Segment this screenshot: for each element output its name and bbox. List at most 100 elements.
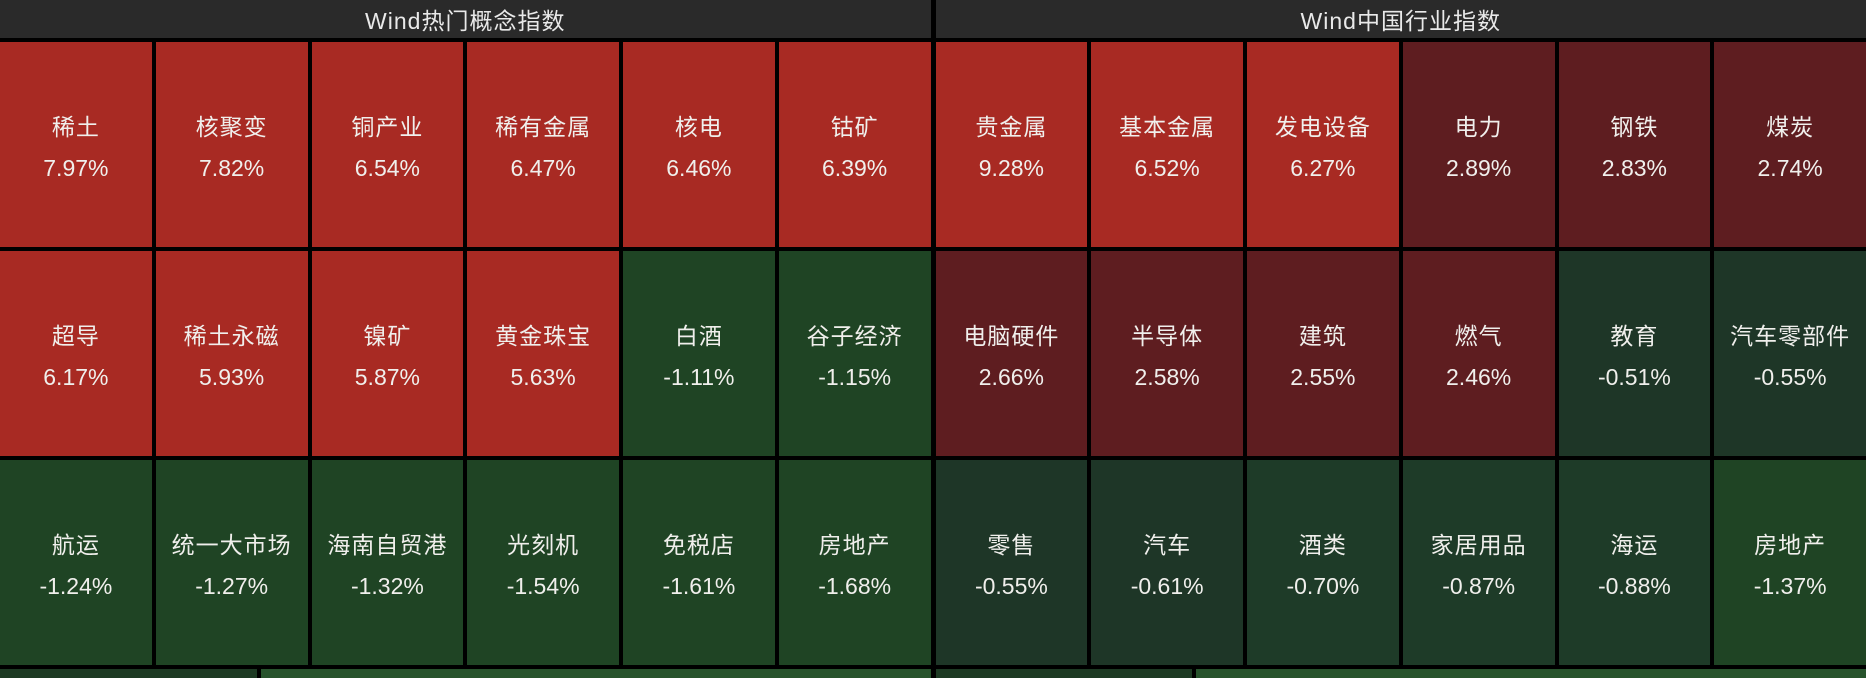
index-name: 煤炭 (1766, 113, 1815, 140)
index-change: -1.68% (818, 572, 892, 599)
index-tile[interactable]: 贵金属 9.28% (935, 42, 1088, 247)
index-name: 核电 (674, 113, 723, 140)
panel-title-concept: Wind热门概念指数 (0, 0, 931, 38)
partial-tile[interactable] (0, 669, 257, 678)
index-name: 统一大市场 (171, 531, 292, 558)
index-change: 2.58% (1134, 363, 1200, 390)
index-name: 镍矿 (363, 322, 412, 349)
index-name: 稀有金属 (495, 113, 592, 140)
index-tile[interactable]: 零售 -0.55% (935, 460, 1088, 665)
index-change: -1.37% (1753, 572, 1827, 599)
index-name: 谷子经济 (806, 322, 903, 349)
index-tile[interactable]: 汽车零部件 -0.55% (1714, 251, 1866, 456)
index-change: 6.27% (1290, 154, 1356, 181)
next-row-partial (0, 669, 931, 678)
panel-title-industry: Wind中国行业指数 (935, 0, 1866, 38)
index-tile[interactable]: 基本金属 6.52% (1091, 42, 1243, 247)
index-name: 稀土永磁 (183, 322, 280, 349)
index-tile[interactable]: 家居用品 -0.87% (1402, 460, 1555, 665)
index-tile[interactable]: 稀有金属 6.47% (467, 42, 619, 247)
index-tile[interactable]: 白酒 -1.11% (623, 251, 775, 456)
index-tile[interactable]: 煤炭 2.74% (1714, 42, 1866, 247)
index-change: -0.51% (1597, 363, 1671, 390)
index-tile[interactable]: 超导 6.17% (0, 251, 152, 456)
index-change: 2.83% (1601, 154, 1667, 181)
index-change: -1.24% (39, 572, 113, 599)
index-tile[interactable]: 稀土永磁 5.93% (155, 251, 308, 456)
index-change: 2.55% (1290, 363, 1356, 390)
index-tile[interactable]: 铜产业 6.54% (311, 42, 464, 247)
index-tile[interactable]: 核电 6.46% (623, 42, 775, 247)
index-name: 铜产业 (351, 113, 424, 140)
partial-tile[interactable] (260, 669, 931, 678)
index-name: 海南自贸港 (327, 531, 448, 558)
index-name: 酒类 (1298, 531, 1347, 558)
index-name: 海运 (1610, 531, 1659, 558)
index-tile[interactable]: 钴矿 6.39% (778, 42, 931, 247)
index-tile[interactable]: 酒类 -0.70% (1247, 460, 1399, 665)
index-name: 航运 (51, 531, 100, 558)
index-tile[interactable]: 核聚变 7.82% (155, 42, 308, 247)
index-tile[interactable]: 镍矿 5.87% (311, 251, 464, 456)
index-tile[interactable]: 电脑硬件 2.66% (935, 251, 1088, 456)
index-change: 7.82% (199, 154, 265, 181)
index-change: -0.61% (1130, 572, 1204, 599)
index-name: 燃气 (1454, 322, 1503, 349)
index-tile[interactable]: 燃气 2.46% (1402, 251, 1555, 456)
industry-tile-grid: 贵金属 9.28% 基本金属 6.52% 发电设备 6.27% 电力 2.89%… (935, 42, 1866, 665)
partial-tile[interactable] (935, 669, 1193, 678)
index-change: 2.46% (1446, 363, 1512, 390)
index-name: 电力 (1454, 113, 1503, 140)
index-tile[interactable]: 半导体 2.58% (1091, 251, 1243, 456)
index-tile[interactable]: 教育 -0.51% (1558, 251, 1711, 456)
index-change: -1.27% (195, 572, 269, 599)
index-change: 6.46% (666, 154, 732, 181)
index-change: -1.54% (506, 572, 580, 599)
index-name: 建筑 (1298, 322, 1347, 349)
index-name: 免税店 (662, 531, 735, 558)
index-change: 7.97% (43, 154, 109, 181)
index-change: -0.55% (974, 572, 1048, 599)
index-tile[interactable]: 航运 -1.24% (0, 460, 152, 665)
index-name: 零售 (987, 531, 1036, 558)
index-tile[interactable]: 房地产 -1.68% (778, 460, 931, 665)
index-name: 发电设备 (1274, 113, 1371, 140)
index-tile[interactable]: 黄金珠宝 5.63% (467, 251, 619, 456)
index-name: 汽车零部件 (1730, 322, 1851, 349)
index-name: 房地产 (1754, 531, 1827, 558)
index-change: -1.32% (350, 572, 424, 599)
index-tile[interactable]: 谷子经济 -1.15% (778, 251, 931, 456)
index-tile[interactable]: 稀土 7.97% (0, 42, 152, 247)
index-name: 钢铁 (1610, 113, 1659, 140)
index-tile[interactable]: 钢铁 2.83% (1558, 42, 1711, 247)
index-change: 5.63% (510, 363, 576, 390)
index-tile[interactable]: 统一大市场 -1.27% (155, 460, 308, 665)
index-tile[interactable]: 光刻机 -1.54% (467, 460, 619, 665)
index-change: 5.93% (199, 363, 265, 390)
next-row-partial (935, 669, 1866, 678)
index-name: 教育 (1610, 322, 1659, 349)
index-tile[interactable]: 电力 2.89% (1402, 42, 1555, 247)
index-tile[interactable]: 建筑 2.55% (1247, 251, 1399, 456)
partial-tile[interactable] (1196, 669, 1866, 678)
heatmap-panel-industry: Wind中国行业指数 贵金属 9.28% 基本金属 6.52% 发电设备 6.2… (935, 0, 1866, 678)
index-name: 光刻机 (507, 531, 580, 558)
index-tile[interactable]: 免税店 -1.61% (623, 460, 775, 665)
index-name: 稀土 (51, 113, 100, 140)
index-change: 6.17% (43, 363, 109, 390)
index-change: 9.28% (978, 154, 1044, 181)
index-change: -0.88% (1597, 572, 1671, 599)
index-tile[interactable]: 发电设备 6.27% (1247, 42, 1399, 247)
index-name: 贵金属 (975, 113, 1048, 140)
index-name: 黄金珠宝 (495, 322, 592, 349)
index-name: 电脑硬件 (963, 322, 1060, 349)
index-tile[interactable]: 房地产 -1.37% (1714, 460, 1866, 665)
index-tile[interactable]: 海南自贸港 -1.32% (311, 460, 464, 665)
index-tile[interactable]: 海运 -0.88% (1558, 460, 1711, 665)
index-name: 房地产 (818, 531, 891, 558)
index-change: 2.89% (1446, 154, 1512, 181)
index-tile[interactable]: 汽车 -0.61% (1091, 460, 1243, 665)
heatmap-panel-concept: Wind热门概念指数 稀土 7.97% 核聚变 7.82% 铜产业 6.54% … (0, 0, 931, 678)
index-change: 6.54% (354, 154, 420, 181)
